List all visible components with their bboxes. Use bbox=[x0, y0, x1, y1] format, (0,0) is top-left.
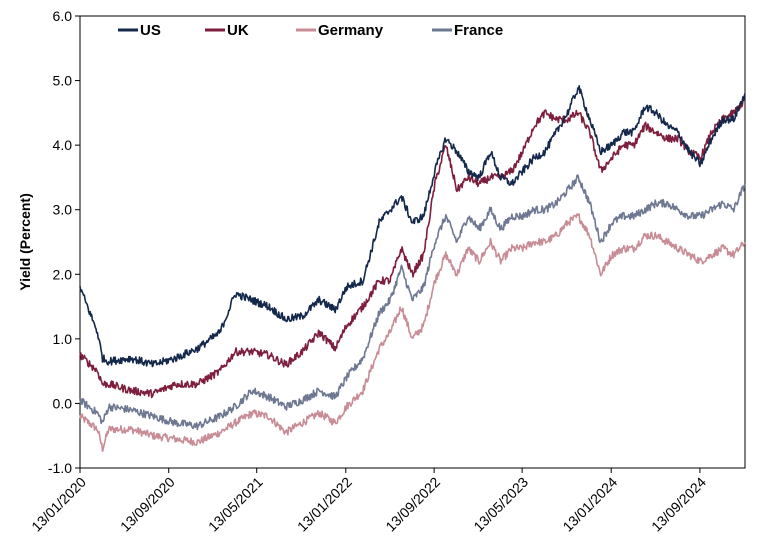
y-tick-label: 2.0 bbox=[53, 266, 73, 282]
x-tick-label: 13/09/2020 bbox=[117, 474, 178, 535]
series-line-germany bbox=[79, 213, 746, 453]
y-tick-label: 4.0 bbox=[53, 137, 73, 153]
y-tick-label: 0.0 bbox=[53, 395, 73, 411]
legend-label-us: US bbox=[140, 22, 161, 39]
plot-frame bbox=[79, 15, 746, 469]
x-tick-label: 13/01/2024 bbox=[559, 474, 620, 535]
y-tick-label: 1.0 bbox=[53, 331, 73, 347]
legend-label-france: France bbox=[454, 22, 503, 39]
x-tick-label: 13/09/2022 bbox=[382, 474, 443, 535]
series-lines bbox=[79, 85, 746, 453]
y-axis-label: Yield (Percent) bbox=[17, 193, 33, 291]
series-line-us bbox=[79, 85, 746, 368]
y-tick-label: 6.0 bbox=[53, 8, 73, 24]
x-tick-label: 13/05/2021 bbox=[205, 474, 266, 535]
y-tick-label: 5.0 bbox=[53, 73, 73, 89]
y-tick-label: 3.0 bbox=[53, 202, 73, 218]
x-tick-label: 13/01/2020 bbox=[28, 474, 89, 535]
x-tick-label: 13/01/2022 bbox=[294, 474, 355, 535]
x-tick-label: 13/05/2023 bbox=[470, 474, 531, 535]
legend-label-germany: Germany bbox=[318, 22, 384, 39]
y-tick-label: -1.0 bbox=[48, 460, 72, 476]
x-axis: 13/01/2020 13/09/2020 13/05/2021 13/01/2022… bbox=[28, 468, 709, 535]
x-tick-label: 13/09/2024 bbox=[648, 474, 709, 535]
y-axis: -1.0 0.0 1.0 2.0 3.0 4.0 5.0 6.0 bbox=[48, 8, 80, 476]
series-line-france bbox=[79, 174, 746, 431]
series-line-uk bbox=[79, 97, 746, 399]
legend: US UK Germany France bbox=[118, 22, 503, 39]
legend-label-uk: UK bbox=[227, 22, 249, 39]
